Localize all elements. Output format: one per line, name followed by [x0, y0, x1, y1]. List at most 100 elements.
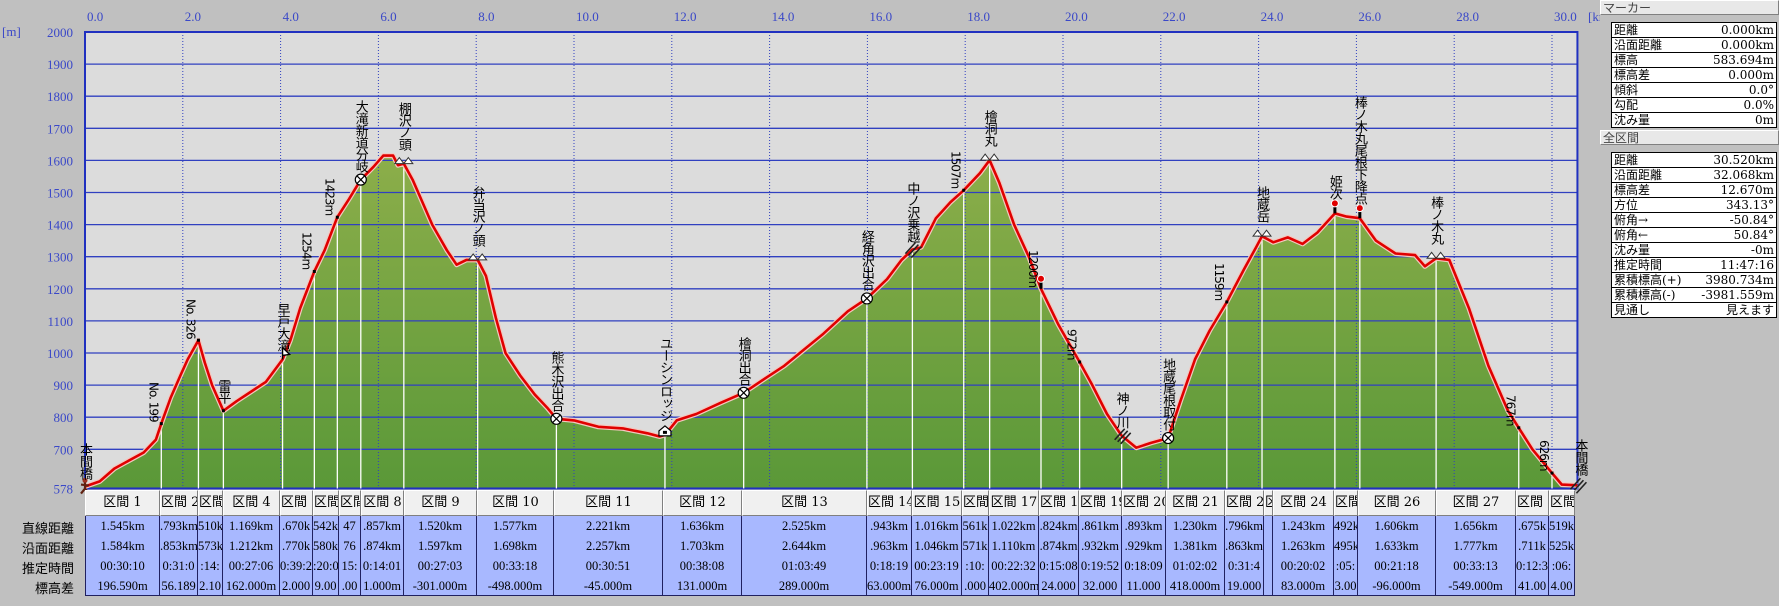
info-row: 標高 583.694m: [1612, 53, 1776, 68]
dot: [221, 409, 225, 413]
dot: [196, 338, 200, 342]
info-value: -0m: [1750, 243, 1774, 257]
segment-header-button[interactable]: 区間 22: [1225, 490, 1264, 516]
row-label: 沿面距離: [21, 542, 74, 557]
segment-header-button[interactable]: 区間 13: [742, 490, 867, 516]
segment-header-button[interactable]: 区間 23: [1264, 490, 1273, 516]
segment-value: 00:22:32: [991, 559, 1036, 573]
segment-header-button[interactable]: 区間 3: [198, 490, 223, 516]
segment-header-button[interactable]: 区間 18: [1039, 490, 1079, 516]
info-value: 0.000km: [1720, 23, 1774, 37]
x-tick-label: 2.0: [185, 9, 201, 24]
x-tick-label: 26.0: [1358, 9, 1381, 24]
segment-value: 0:14:01: [362, 559, 402, 573]
segment-value: 00:38:08: [679, 559, 725, 573]
info-label: 勾配: [1614, 98, 1639, 112]
segment-header-button[interactable]: 区間 27: [1436, 490, 1516, 516]
info-value: 0.0°: [1748, 83, 1774, 97]
segment-value: 0:18:09: [1124, 559, 1163, 573]
waypoint-label: 神ノ川: [1113, 391, 1129, 428]
info-value: 3980.734m: [1705, 273, 1774, 287]
segment-header-button[interactable]: 区間 9: [404, 490, 477, 516]
segment-header-button[interactable]: 区間 6: [313, 490, 339, 516]
x-tick-label: 30.0: [1554, 9, 1577, 24]
marker-info-table: 距離 0.000km 沿面距離 0.000km 標高 583.694m 標高差 0.000m 傾…: [1611, 22, 1777, 128]
segment-value: 1.597km: [417, 539, 463, 553]
segment-header-button[interactable]: 区間 15: [912, 490, 962, 516]
segment-header-button[interactable]: 区間 12: [663, 490, 742, 516]
y-tick-label: 1500: [47, 186, 73, 201]
segment-value: 0:31:4: [1228, 559, 1260, 573]
segment-header-button[interactable]: 区間 10: [477, 490, 554, 516]
pin-head: [1355, 204, 1364, 213]
segment-value: 2.525km: [781, 519, 827, 533]
dot-icon: [335, 215, 339, 219]
dot-icon: [962, 188, 966, 192]
segment-header-button[interactable]: 区間 4: [223, 490, 280, 516]
segment-value: 4.00: [1550, 579, 1573, 593]
x: [1164, 434, 1173, 442]
info-label: 累積標高(+): [1614, 273, 1682, 287]
segment-header-button[interactable]: 区間 1: [85, 490, 160, 516]
segment-header-button[interactable]: 区間 16: [962, 490, 989, 516]
pin-stem: [1333, 204, 1337, 214]
house-icon: [658, 425, 672, 437]
crossed-circle-icon: [1162, 431, 1175, 445]
segment-header-button[interactable]: 区間 25: [1334, 490, 1358, 516]
segment-header-button[interactable]: 区間 24: [1273, 490, 1334, 516]
segment-header-button[interactable]: 区間 8: [361, 490, 404, 516]
segment-value: .793km: [160, 519, 198, 533]
segment-value: 83.000m: [1280, 579, 1326, 593]
x: [862, 294, 871, 303]
segment-value: 56.189: [161, 579, 196, 593]
x-tick-label: 18.0: [967, 9, 990, 24]
segment-value: 1.606km: [1374, 519, 1419, 533]
info-label: 傾斜: [1614, 83, 1639, 97]
waypoint-label: 姫次: [1326, 175, 1342, 200]
segment-value: 495k: [1334, 539, 1358, 553]
segment-header-button[interactable]: 区間 20: [1122, 490, 1166, 516]
waypoint-label: 経角沢出合: [858, 230, 874, 291]
segment-header-button[interactable]: 区間 2: [160, 490, 198, 516]
segment-value: [1264, 556, 1272, 576]
segment-header-button[interactable]: 区間 14: [867, 490, 912, 516]
dot-icon: [1550, 471, 1554, 475]
x-tick-label: 4.0: [283, 9, 299, 24]
segment-value: .874km: [363, 539, 401, 553]
dot-icon: [159, 422, 163, 426]
segment-column: .675k .711k 0:12:3 41.00: [1516, 516, 1549, 596]
segment-header-button[interactable]: 区間 21: [1166, 490, 1225, 516]
segment-header-button[interactable]: 区間 26: [1358, 490, 1436, 516]
segment-header-button[interactable]: 区間 19: [1079, 490, 1122, 516]
segment-header-button[interactable]: 区間 5: [280, 490, 313, 516]
info-row: 標高差 12.670m: [1612, 183, 1776, 198]
pin-icon: [1355, 204, 1364, 219]
segment-column: 1.606km 1.633km 00:21:18 -96.000m: [1358, 516, 1436, 596]
info-value: 見えます: [1725, 303, 1774, 317]
segment-value: 1.016km: [914, 519, 959, 533]
segment-header-button[interactable]: 区間 11: [554, 490, 663, 516]
segment-header-button[interactable]: 区間 28: [1516, 490, 1549, 516]
segment-value: .853km: [160, 539, 198, 553]
segment-column: 47 76 15: .00: [339, 516, 361, 596]
waypoint-label: No. 326: [183, 298, 198, 339]
y-tick-label: 1700: [47, 121, 73, 136]
segment-header-button[interactable]: 区間 7: [339, 490, 361, 516]
dot-icon: [1078, 360, 1082, 364]
segment-value: .929km: [1124, 539, 1163, 553]
segment-value: .824km: [1039, 519, 1078, 533]
info-label: 沈み量: [1614, 113, 1651, 127]
elevation-profile-chart[interactable]: 2000 1900 1800 1700 1600 1500 1400 1300 1200 1100…: [0, 0, 1600, 606]
segment-column: .893km .929km 0:18:09 11.000: [1122, 516, 1166, 596]
segment-header-button[interactable]: 区間 29: [1549, 490, 1575, 516]
segment-header-button[interactable]: 区間 17: [989, 490, 1039, 516]
segment-value: 1.636km: [679, 519, 725, 533]
segment-value: 1.110km: [991, 539, 1036, 553]
summit-icon: [979, 153, 1000, 161]
segment-value: 76: [343, 539, 356, 553]
summit: [1252, 229, 1273, 237]
segment-value: 1.656km: [1453, 519, 1498, 533]
info-value: -3981.559m: [1701, 288, 1774, 302]
segment-value: -498.000m: [487, 579, 543, 593]
segment-column: .793km .853km 0:31:0 56.189: [160, 516, 198, 596]
